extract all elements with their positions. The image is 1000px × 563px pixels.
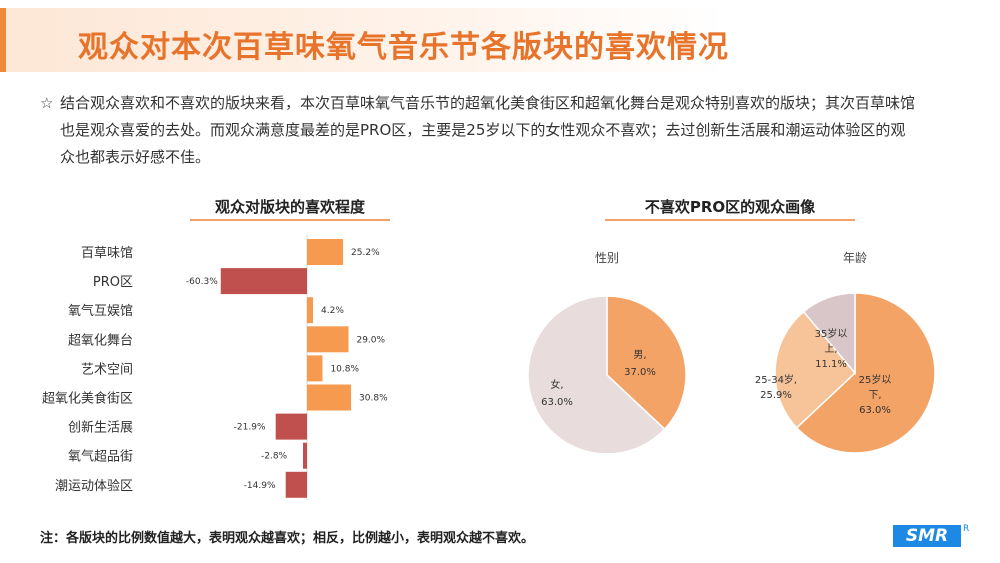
bar-value-label: -21.9% xyxy=(234,423,266,433)
gender-slice-percent: 63.0% xyxy=(541,397,573,408)
footnote: 注：各版块的比例数值越大，表明观众越喜欢；相反，比例越小，表明观众越不喜欢。 xyxy=(40,531,535,546)
title-background xyxy=(6,8,726,72)
bar-7 xyxy=(275,413,307,440)
bar-value-label: 4.2% xyxy=(321,306,344,316)
bar-category-label: 艺术空间 xyxy=(81,362,133,377)
bar-category-label: 氧气互娱馆 xyxy=(68,303,133,319)
bar-4 xyxy=(307,326,349,353)
bar-8 xyxy=(302,442,307,469)
bar-category-label: 超氧化美食街区 xyxy=(42,391,133,407)
bar-chart: 百草味馆 25.2% PRO区 -60.3% 氧气互娱馆 4.2% 超氧化舞台 29.0% 艺术… xyxy=(42,234,388,500)
age-pie-slice-1 xyxy=(795,292,936,454)
summary-paragraph: ☆ 结合观众喜欢和不喜欢的版块来看，本次百草味氧气音乐节的超氧化美食街区和超氧化… xyxy=(40,90,920,171)
title-bar: 观众对本次百草味氧气音乐节各版块的喜欢情况 xyxy=(0,8,1000,72)
registered-mark: R xyxy=(963,524,970,534)
age-pie-slice-3 xyxy=(802,292,856,376)
age-slice-percent: 63.0% xyxy=(859,405,891,416)
bar-category-label: 氧气超品街 xyxy=(68,449,133,465)
gender-slice-label: 女, xyxy=(550,378,563,391)
age-pie-slice-2 xyxy=(774,310,857,429)
bar-6 xyxy=(307,384,352,411)
bar-value-label: -2.8% xyxy=(261,452,288,462)
bar-value-label: 30.8% xyxy=(359,394,388,404)
bar-value-label: 25.2% xyxy=(351,248,380,258)
gender-pie-slice-1 xyxy=(606,295,687,431)
age-slice-label: 25岁以 xyxy=(859,373,892,386)
bar-chart-title-wrap: 观众对版块的喜欢程度 xyxy=(190,196,390,221)
bar-value-label: 10.8% xyxy=(330,364,359,374)
pie-charts: 性别男, 37.0% 女, 63.0% 年龄 25岁以下, 63.0% 25-34岁, 25.9… xyxy=(527,251,936,455)
gender-pie-slice-2 xyxy=(527,295,666,455)
bar-1 xyxy=(307,239,344,265)
bar-value-label: -60.3% xyxy=(186,277,218,287)
bar-category-label: 百草味馆 xyxy=(81,246,133,261)
bar-category-label: 超氧化舞台 xyxy=(68,333,133,348)
bar-9 xyxy=(285,471,307,498)
bar-2 xyxy=(220,268,307,295)
pie-section-title: 不喜欢PRO区的观众画像 xyxy=(644,198,816,216)
bar-value-label: -14.9% xyxy=(244,481,276,491)
bar-5 xyxy=(307,355,323,382)
age-slice-label: 下, xyxy=(868,390,881,401)
pie-section-title-wrap: 不喜欢PRO区的观众画像 xyxy=(605,196,855,221)
gender-slice-label: 男, xyxy=(633,349,646,361)
bar-category-label: PRO区 xyxy=(93,275,133,290)
star-icon: ☆ xyxy=(40,94,54,112)
pie-section-title-underline xyxy=(605,219,855,221)
age-slice-label: 25-34岁, xyxy=(755,373,797,386)
age-slice-percent: 25.9% xyxy=(760,390,792,401)
bar-category-label: 创新生活展 xyxy=(68,420,133,436)
age-pie-title: 年龄 xyxy=(843,251,867,265)
bar-category-label: 潮运动体验区 xyxy=(55,478,133,494)
smr-logo: SMR xyxy=(893,525,961,547)
bar-3 xyxy=(307,297,314,324)
age-slice-percent: 11.1% xyxy=(815,359,847,370)
bar-chart-title: 观众对版块的喜欢程度 xyxy=(214,198,365,216)
age-slice-label: 35岁以 xyxy=(815,327,848,340)
title-accent-bar xyxy=(0,8,6,72)
gender-slice-percent: 37.0% xyxy=(624,367,656,378)
bar-chart-title-underline xyxy=(190,219,390,221)
page-title: 观众对本次百草味氧气音乐节各版块的喜欢情况 xyxy=(78,30,729,65)
age-slice-label: 上, xyxy=(824,343,837,355)
gender-pie-title: 性别 xyxy=(595,251,619,265)
summary-text: 结合观众喜欢和不喜欢的版块来看，本次百草味氧气音乐节的超氧化美食街区和超氧化舞台… xyxy=(60,94,916,166)
bar-value-label: 29.0% xyxy=(356,335,385,345)
